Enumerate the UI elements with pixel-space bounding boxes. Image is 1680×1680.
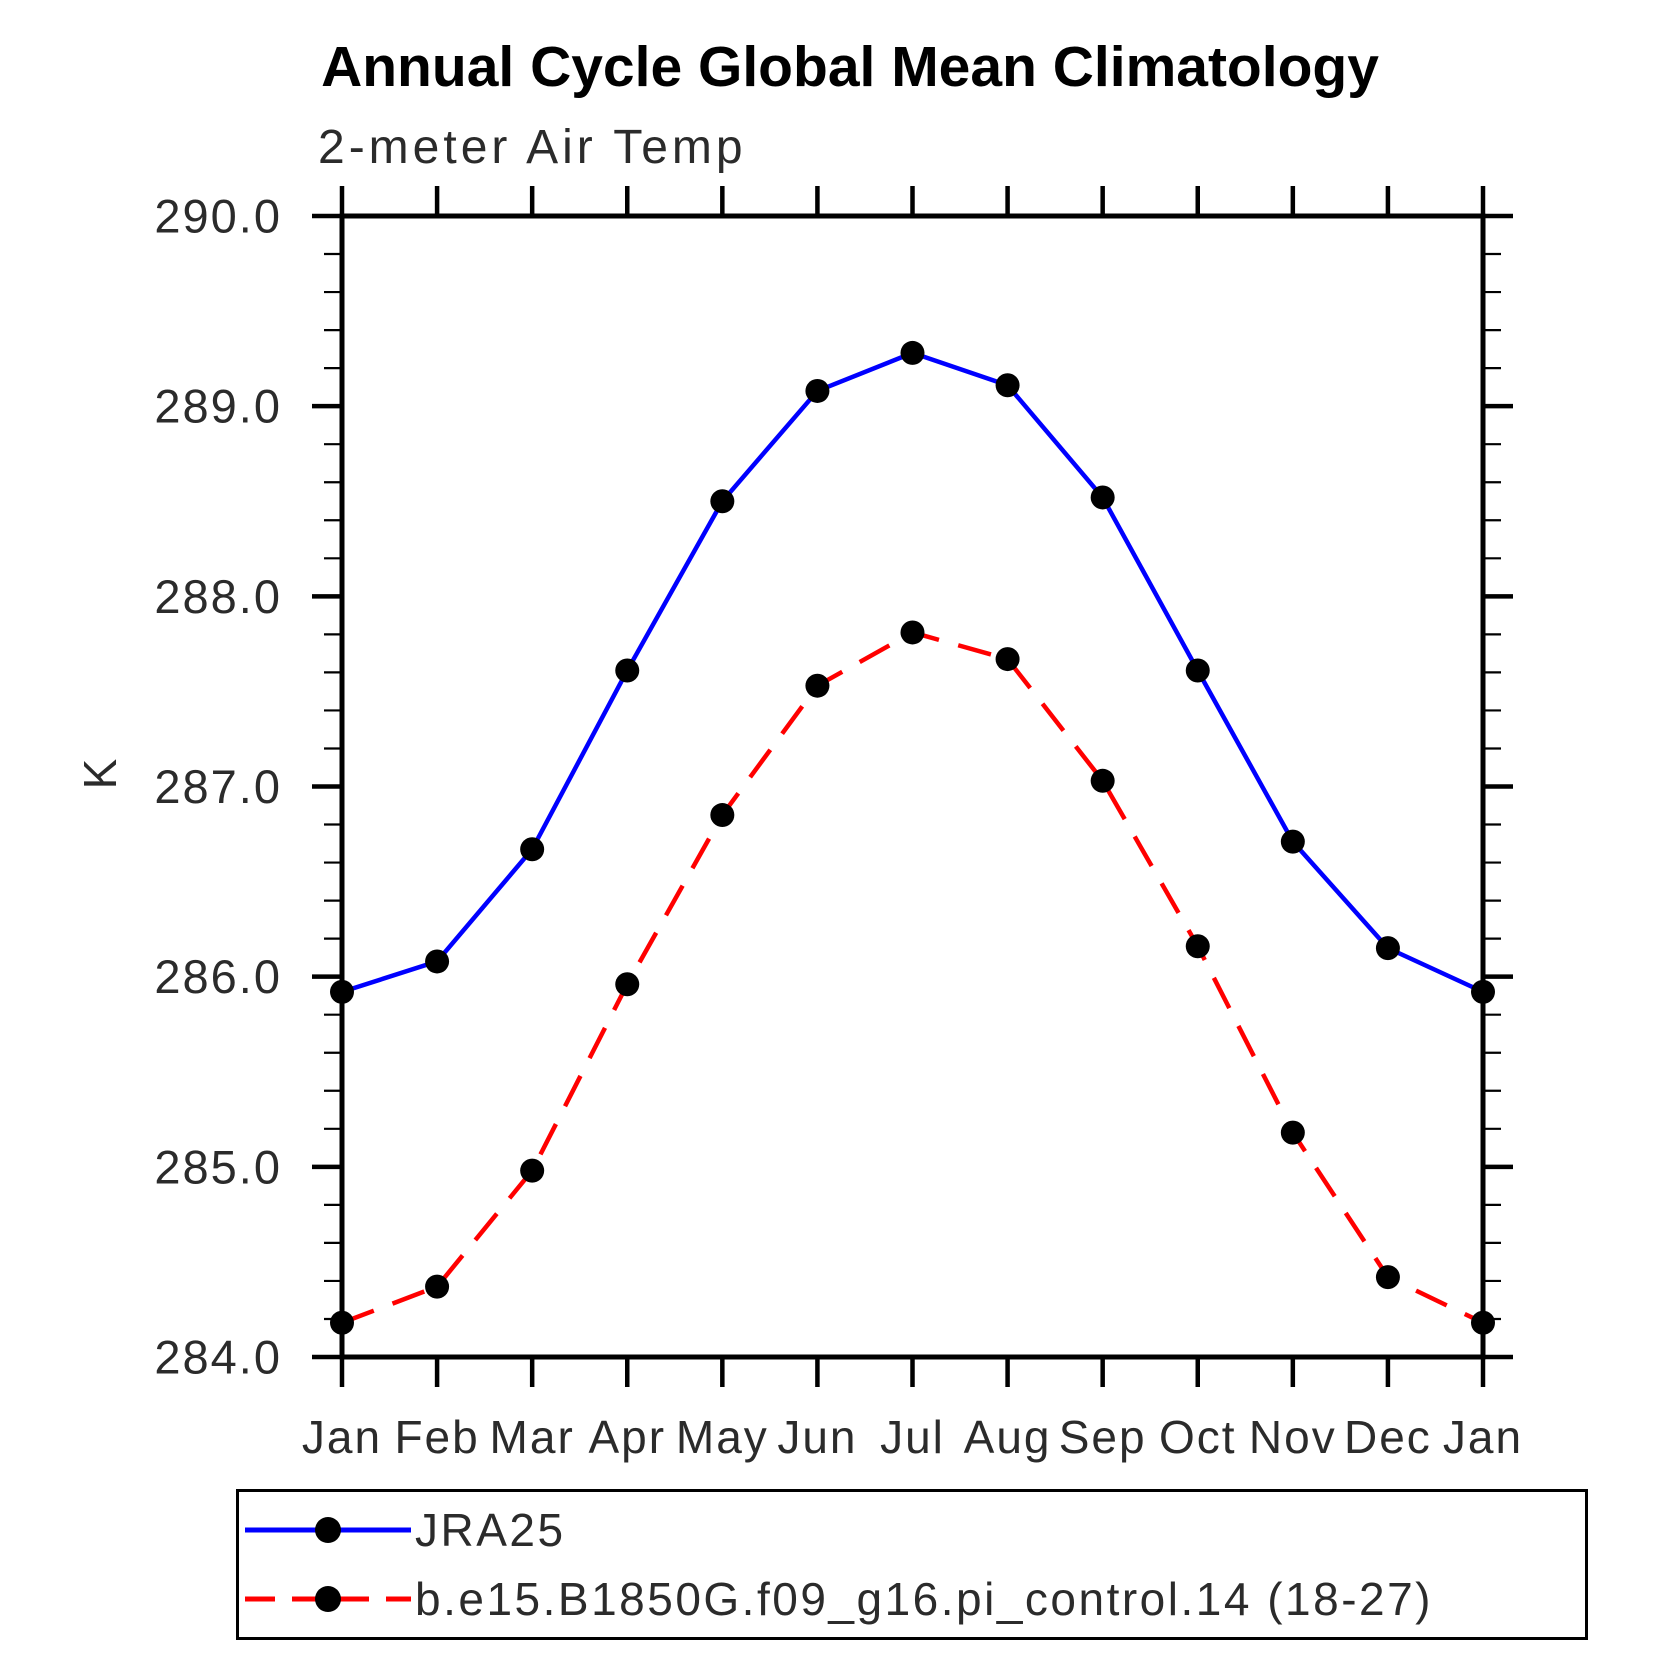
x-tick-label: Jul xyxy=(880,1411,945,1463)
y-tick-label: 284.0 xyxy=(154,1331,282,1384)
data-point-model-Nov xyxy=(1280,1120,1305,1145)
legend-label-jra25: JRA25 xyxy=(415,1503,566,1556)
chart-subtitle: 2-meter Air Temp xyxy=(318,121,747,174)
legend-line-sample-solid xyxy=(245,1516,411,1543)
data-point-jra25-Jul xyxy=(900,340,925,365)
y-tick-label: 287.0 xyxy=(154,760,282,813)
data-point-model-Apr xyxy=(615,972,640,997)
legend-marker-dot xyxy=(315,1516,341,1543)
x-tick-label: Jan xyxy=(1443,1411,1523,1463)
plot-frame xyxy=(339,213,1486,1360)
legend-box: JRA25 b.e15.B1850G.f09_g16.pi_control.14… xyxy=(236,1489,1588,1640)
x-tick-label: May xyxy=(676,1411,769,1463)
x-tick-label: Dec xyxy=(1344,1411,1432,1463)
data-point-jra25-Apr xyxy=(615,658,640,683)
data-point-jra25-Oct xyxy=(1185,658,1210,683)
legend-line-sample-dashed xyxy=(245,1586,411,1613)
x-tick-label: Mar xyxy=(490,1411,575,1463)
legend-item-model: b.e15.B1850G.f09_g16.pi_control.14 (18-2… xyxy=(239,1567,1585,1631)
data-point-jra25-Feb xyxy=(425,949,450,974)
data-point-model-Feb xyxy=(425,1274,450,1299)
data-point-model-Jun xyxy=(805,673,830,698)
data-point-jra25-Jun xyxy=(805,378,830,403)
x-tick-label: Nov xyxy=(1249,1411,1337,1463)
data-point-jra25-Nov xyxy=(1280,829,1305,854)
data-point-jra25-Aug xyxy=(995,373,1020,398)
y-tick-label: 288.0 xyxy=(154,570,282,623)
data-point-model-Sep xyxy=(1090,768,1115,793)
chart-title: Annual Cycle Global Mean Climatology xyxy=(321,35,1379,99)
data-point-model-Jan xyxy=(330,1310,354,1335)
data-point-model-Dec xyxy=(1375,1265,1400,1290)
series-line-model xyxy=(341,630,1484,1325)
data-point-model-Oct xyxy=(1185,934,1210,959)
legend-marker-dot xyxy=(315,1586,341,1613)
data-point-model-Mar xyxy=(520,1158,545,1183)
data-point-jra25-May xyxy=(710,489,735,514)
series-line-jra25 xyxy=(341,350,1484,995)
x-tick-label: Feb xyxy=(394,1411,479,1463)
x-tick-label: Aug xyxy=(964,1411,1052,1463)
y-tick-label: 286.0 xyxy=(154,950,282,1003)
data-point-model-Aug xyxy=(995,647,1020,672)
x-tick-label: Oct xyxy=(1159,1411,1237,1463)
y-tick-label: 290.0 xyxy=(154,190,282,243)
legend-item-jra25: JRA25 xyxy=(239,1498,1585,1562)
x-tick-label: Sep xyxy=(1059,1411,1147,1463)
data-point-model-May xyxy=(710,803,735,828)
data-point-jra25-Dec xyxy=(1375,936,1400,961)
data-point-jra25-Jan xyxy=(1471,979,1495,1004)
legend-label-model: b.e15.B1850G.f09_g16.pi_control.14 (18-2… xyxy=(415,1573,1433,1626)
data-point-jra25-Mar xyxy=(520,837,545,862)
data-point-jra25-Sep xyxy=(1090,485,1115,510)
x-tick-label: Jun xyxy=(777,1411,857,1463)
x-tick-label: Jan xyxy=(302,1411,382,1463)
data-point-jra25-Jan xyxy=(330,979,354,1004)
x-tick-label: Apr xyxy=(588,1411,666,1463)
y-tick-label: 285.0 xyxy=(154,1140,282,1193)
y-tick-label: 289.0 xyxy=(154,380,282,433)
data-point-model-Jan xyxy=(1471,1310,1495,1335)
data-point-model-Jul xyxy=(900,620,925,645)
